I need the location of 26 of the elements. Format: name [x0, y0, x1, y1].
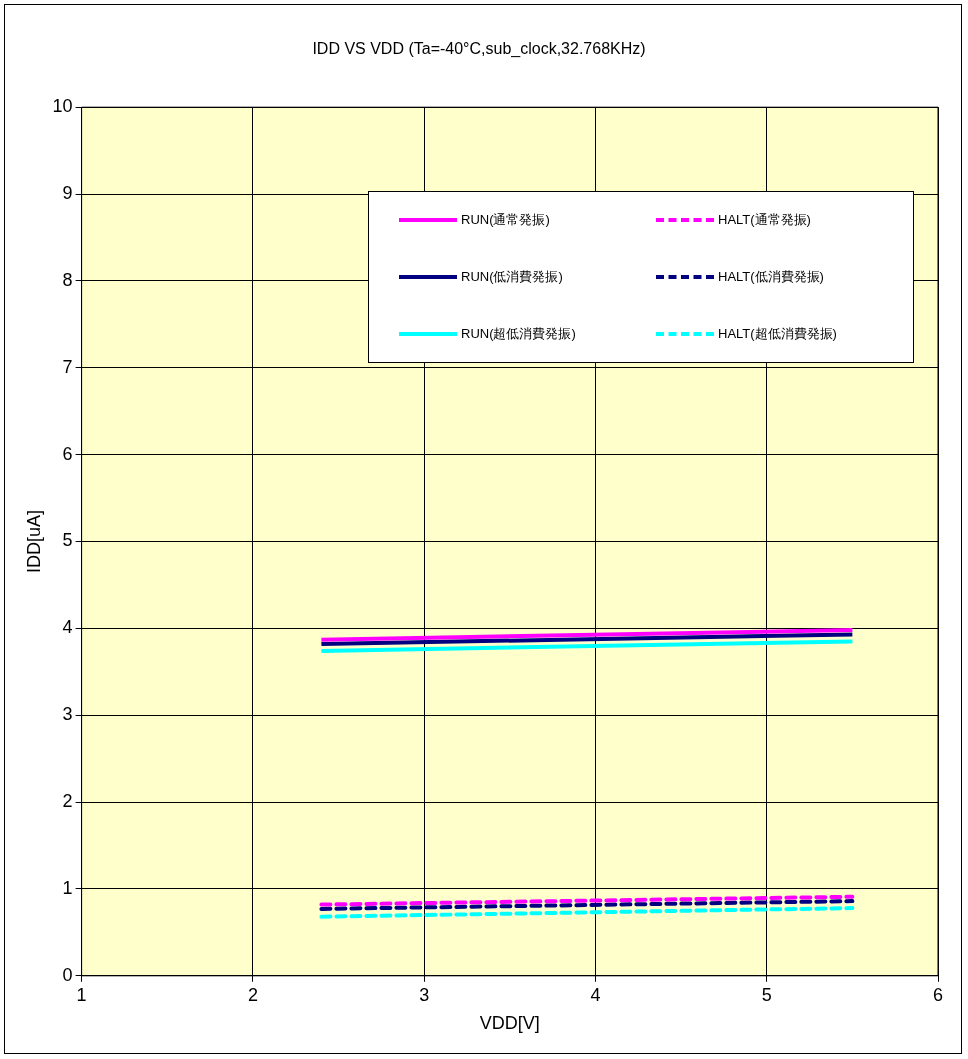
legend-label: HALT(超低消費発振): [718, 324, 837, 343]
x-tick-label: 5: [761, 984, 772, 1005]
legend-label: RUN(超低消費発振): [461, 324, 576, 343]
x-tick-label: 4: [590, 984, 601, 1005]
x-tick-label: 3: [419, 984, 430, 1005]
y-tick-label: 10: [52, 96, 73, 117]
y-tick-label: 0: [62, 964, 73, 985]
y-tick-label: 4: [62, 617, 73, 638]
y-tick-label: 1: [62, 877, 73, 898]
y-tick-label: 5: [62, 530, 73, 551]
y-tick-label: 3: [62, 704, 73, 725]
y-tick-label: 8: [62, 269, 73, 290]
y-tick-label: 9: [62, 183, 73, 204]
chart-title: IDD VS VDD (Ta=-40°C,sub_clock,32.768KHz): [312, 40, 646, 59]
legend-label: RUN(通常発振): [461, 211, 550, 230]
x-tick-label: 6: [932, 984, 944, 1005]
y-tick-label: 6: [62, 443, 73, 464]
y-axis-title: IDD[uA]: [23, 509, 44, 574]
legend-label: HALT(通常発振): [718, 211, 811, 230]
legend-label: HALT(低消費発振): [718, 268, 824, 286]
y-tick-label: 7: [62, 356, 73, 377]
x-tick-label: 2: [247, 984, 258, 1005]
x-tick-label: 1: [76, 984, 87, 1005]
y-tick-label: 2: [62, 791, 73, 812]
x-axis-title: VDD[V]: [479, 1013, 540, 1034]
legend-label: RUN(低消費発振): [461, 268, 563, 286]
